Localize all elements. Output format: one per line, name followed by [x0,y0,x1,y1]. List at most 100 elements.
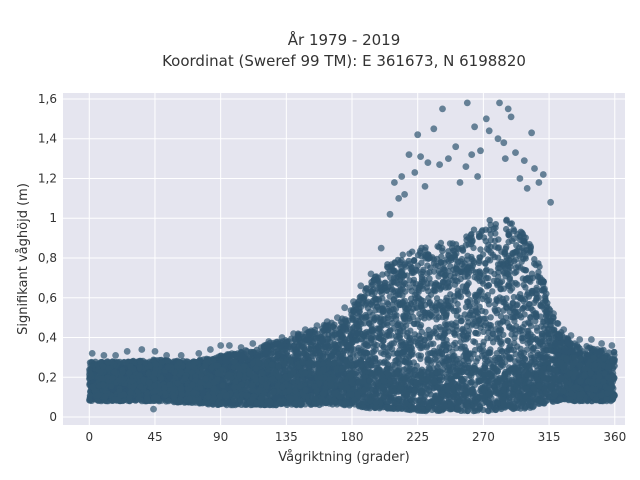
data-point [485,301,493,308]
data-point [465,358,472,365]
data-point [364,342,371,350]
data-point [520,266,527,273]
data-point [436,344,443,351]
data-point [509,299,517,306]
data-point [491,243,499,250]
data-point [319,328,326,335]
data-point [487,314,494,321]
data-point [346,335,353,342]
data-point [372,355,379,362]
data-point [465,241,472,248]
data-point [521,311,528,318]
data-point [461,311,468,318]
data-point [583,343,590,350]
data-point [434,363,441,371]
data-point [399,251,406,258]
data-point [409,248,416,255]
data-point [418,276,426,283]
data-point [506,230,513,238]
data-point [408,343,415,351]
data-point [502,273,509,280]
data-point [436,323,443,331]
data-point [502,300,509,308]
data-point [454,287,461,294]
data-point [489,251,497,259]
data-point [430,340,437,347]
data-point [462,346,470,354]
data-point [528,354,535,362]
data-point [535,269,542,276]
data-point [484,357,491,365]
data-point [463,288,470,295]
data-point [489,288,496,295]
data-point [516,327,523,335]
data-point [416,310,423,318]
data-point [405,337,413,344]
data-point [425,294,432,302]
data-point [420,266,427,273]
data-point [450,321,457,329]
data-point [512,264,520,271]
data-point [508,331,515,338]
data-point [537,340,544,347]
data-point [511,358,519,365]
data-point [503,314,510,321]
data-point [471,339,479,346]
data-point [498,348,506,355]
data-point [485,247,492,254]
data-point [384,261,391,268]
data-point [434,334,442,341]
data-point [532,310,540,317]
data-point [375,295,383,303]
data-point [445,248,452,255]
data-point [518,294,525,302]
data-point [507,287,514,294]
data-point [511,227,518,235]
data-point [481,293,488,300]
data-point [309,352,316,360]
data-point [418,305,425,312]
data-point [457,293,465,301]
data-point [387,327,394,334]
data-point [483,266,490,273]
data-point [476,277,483,284]
data-point [425,350,432,357]
data-point [495,306,502,314]
data-point [531,256,538,263]
data-point [459,325,466,333]
data-point [538,303,545,310]
data-point [480,328,487,335]
data-point [477,246,484,253]
data-point [505,337,512,345]
data-point [450,353,457,360]
data-point [470,244,477,252]
data-point [323,341,331,348]
data-point [503,225,510,233]
data-point [479,307,486,315]
data-point [457,318,465,325]
data-point [526,249,533,256]
data-point [503,243,510,251]
data-point [406,284,413,291]
data-point [483,275,490,282]
data-point [398,264,405,271]
data-point [522,284,529,291]
data-point [379,271,386,278]
data-point [521,320,528,327]
data-point [476,257,483,265]
data-point [511,269,518,277]
data-point [414,298,421,305]
data-point [231,350,238,358]
data-point [473,308,480,315]
data-point [497,313,505,320]
data-point [414,317,421,324]
data-point [409,348,416,356]
data-point [493,350,501,357]
data-point [417,355,424,363]
data-point [510,293,518,301]
data-point [446,240,454,247]
data-point [424,356,431,363]
data-point [384,348,391,355]
data-point [346,341,353,349]
